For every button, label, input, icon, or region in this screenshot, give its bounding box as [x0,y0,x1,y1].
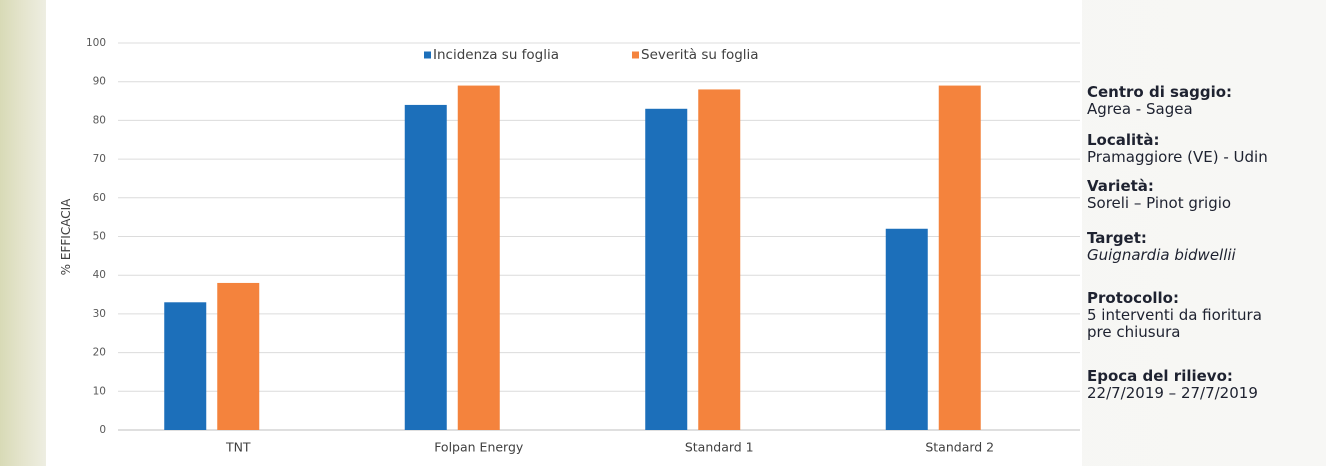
info-label-localita: Località: [1087,132,1160,149]
info-value-protocollo-line: pre chiusura [1087,323,1181,341]
info-value-varieta: Soreli – Pinot grigio [1087,194,1232,212]
info-value-localita: Pramaggiore (VE) - Udin [1087,148,1268,166]
x-category-label-standard-2: Standard 2 [925,440,994,455]
bar-incidenza-su-foglia-folpan-energy [404,104,447,431]
info-localita: Località: Pramaggiore (VE) - Udin [1087,132,1323,166]
x-category-label-folpan-energy: Folpan Energy [434,440,524,455]
info-value-epoca-del-rilievo: 22/7/2019 – 27/7/2019 [1087,384,1258,402]
info-value-protocollo-line: 5 interventi da fioritura [1087,306,1262,324]
y-tick-label-10: 10 [93,385,106,397]
y-tick-label-50: 50 [93,231,106,243]
legend-swatch-incidenza-su-foglia [424,51,431,59]
info-label-centro-di-saggio: Centro di saggio: [1087,84,1233,101]
legend-label-incidenza-su-foglia: Incidenza su foglia [433,47,559,63]
y-tick-label-100: 100 [86,37,106,49]
y-tick-label-80: 80 [93,114,106,126]
info-label-protocollo: Protocollo: [1087,290,1179,307]
info-target: Target: Guignardia bidwellii [1087,230,1323,264]
bar-incidenza-su-foglia-tnt [164,302,207,430]
legend-swatch-severita-su-foglia [632,51,639,59]
bar-severita-su-foglia-folpan-energy [457,85,500,430]
y-tick-label-30: 30 [93,308,106,320]
info-label-varieta: Varietà: [1087,178,1154,195]
info-protocollo: Protocollo: 5 interventi da fioritura pr… [1087,290,1323,341]
y-tick-label-60: 60 [93,192,106,204]
info-centro-di-saggio: Centro di saggio: Agrea - Sagea [1087,84,1323,118]
x-category-label-standard-1: Standard 1 [685,440,754,455]
y-tick-label-40: 40 [93,269,106,281]
bar-severita-su-foglia-standard-2 [938,85,981,430]
y-tick-label-0: 0 [99,424,106,436]
y-tick-label-20: 20 [93,347,106,359]
info-value-target: Guignardia bidwellii [1087,246,1236,264]
y-axis-title: % EFFICACIA [59,198,73,275]
bar-severita-su-foglia-standard-1 [698,89,741,430]
legend-label-severita-su-foglia: Severità su foglia [641,47,759,63]
y-tick-label-70: 70 [93,153,106,165]
bar-incidenza-su-foglia-standard-2 [885,228,928,430]
y-tick-label-90: 90 [93,76,106,88]
info-value-centro-di-saggio: Agrea - Sagea [1087,100,1193,118]
info-label-target: Target: [1087,230,1147,247]
bar-severita-su-foglia-tnt [217,282,260,430]
info-varieta: Varietà: Soreli – Pinot grigio [1087,178,1323,212]
x-category-label-tnt: TNT [225,440,251,455]
bar-incidenza-su-foglia-standard-1 [645,108,688,430]
info-epoca-del-rilievo: Epoca del rilievo: 22/7/2019 – 27/7/2019 [1087,368,1323,402]
info-label-epoca-del-rilievo: Epoca del rilievo: [1087,368,1233,385]
